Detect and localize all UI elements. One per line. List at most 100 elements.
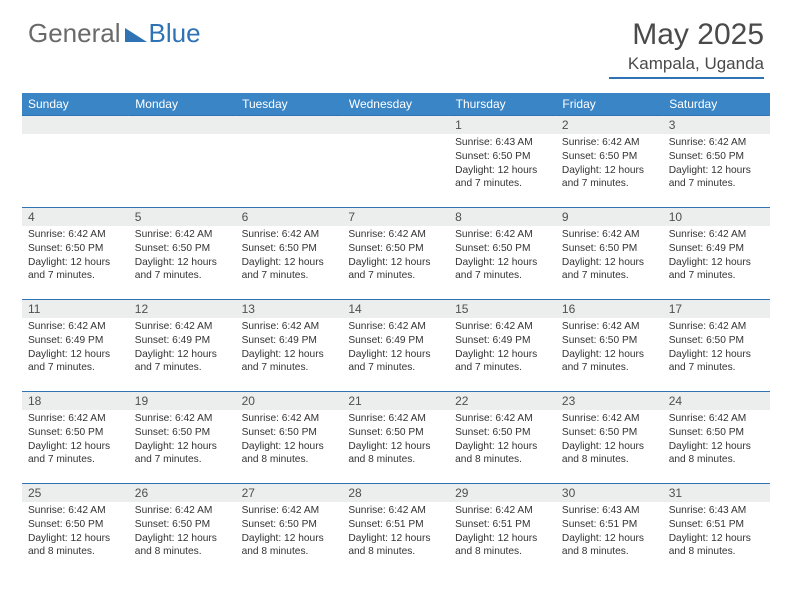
daylight-text: Daylight: 12 hours and 8 minutes. [669, 532, 764, 560]
calendar-cell: 21Sunrise: 6:42 AMSunset: 6:50 PMDayligh… [342, 392, 449, 484]
day-data: Sunrise: 6:42 AMSunset: 6:49 PMDaylight:… [129, 318, 236, 379]
day-number [129, 116, 236, 134]
calendar-cell [129, 116, 236, 208]
day-data: Sunrise: 6:42 AMSunset: 6:49 PMDaylight:… [663, 226, 770, 287]
sunset-text: Sunset: 6:49 PM [28, 334, 123, 348]
day-number: 17 [663, 300, 770, 318]
sunrise-text: Sunrise: 6:43 AM [669, 504, 764, 518]
day-data: Sunrise: 6:42 AMSunset: 6:51 PMDaylight:… [342, 502, 449, 563]
sunset-text: Sunset: 6:50 PM [562, 150, 657, 164]
location-text: Kampala, Uganda [609, 54, 764, 74]
calendar-cell [342, 116, 449, 208]
sunset-text: Sunset: 6:50 PM [135, 518, 230, 532]
day-number: 6 [236, 208, 343, 226]
sunset-text: Sunset: 6:49 PM [348, 334, 443, 348]
calendar-week: 11Sunrise: 6:42 AMSunset: 6:49 PMDayligh… [22, 300, 770, 392]
sunset-text: Sunset: 6:51 PM [669, 518, 764, 532]
day-data: Sunrise: 6:42 AMSunset: 6:50 PMDaylight:… [342, 410, 449, 471]
daylight-text: Daylight: 12 hours and 7 minutes. [348, 348, 443, 376]
calendar-cell: 20Sunrise: 6:42 AMSunset: 6:50 PMDayligh… [236, 392, 343, 484]
daylight-text: Daylight: 12 hours and 7 minutes. [28, 440, 123, 468]
day-number: 22 [449, 392, 556, 410]
day-data: Sunrise: 6:42 AMSunset: 6:50 PMDaylight:… [342, 226, 449, 287]
calendar-cell: 2Sunrise: 6:42 AMSunset: 6:50 PMDaylight… [556, 116, 663, 208]
calendar-cell: 24Sunrise: 6:42 AMSunset: 6:50 PMDayligh… [663, 392, 770, 484]
day-header: Saturday [663, 93, 770, 116]
title-block: May 2025 Kampala, Uganda [609, 18, 764, 79]
sunrise-text: Sunrise: 6:42 AM [242, 228, 337, 242]
sunrise-text: Sunrise: 6:43 AM [562, 504, 657, 518]
calendar-body: 1Sunrise: 6:43 AMSunset: 6:50 PMDaylight… [22, 116, 770, 568]
day-data: Sunrise: 6:43 AMSunset: 6:51 PMDaylight:… [663, 502, 770, 563]
calendar-cell: 3Sunrise: 6:42 AMSunset: 6:50 PMDaylight… [663, 116, 770, 208]
daylight-text: Daylight: 12 hours and 7 minutes. [562, 348, 657, 376]
day-data: Sunrise: 6:42 AMSunset: 6:50 PMDaylight:… [22, 502, 129, 563]
sunrise-text: Sunrise: 6:42 AM [455, 504, 550, 518]
sunrise-text: Sunrise: 6:42 AM [135, 504, 230, 518]
sunrise-text: Sunrise: 6:42 AM [135, 412, 230, 426]
sunrise-text: Sunrise: 6:42 AM [669, 320, 764, 334]
brand-part2: Blue [149, 18, 201, 49]
sunrise-text: Sunrise: 6:42 AM [348, 320, 443, 334]
calendar-cell: 6Sunrise: 6:42 AMSunset: 6:50 PMDaylight… [236, 208, 343, 300]
day-data: Sunrise: 6:42 AMSunset: 6:50 PMDaylight:… [236, 410, 343, 471]
day-data: Sunrise: 6:42 AMSunset: 6:49 PMDaylight:… [236, 318, 343, 379]
calendar-cell: 11Sunrise: 6:42 AMSunset: 6:49 PMDayligh… [22, 300, 129, 392]
day-data: Sunrise: 6:42 AMSunset: 6:50 PMDaylight:… [663, 318, 770, 379]
day-number: 8 [449, 208, 556, 226]
day-data: Sunrise: 6:42 AMSunset: 6:51 PMDaylight:… [449, 502, 556, 563]
daylight-text: Daylight: 12 hours and 8 minutes. [348, 532, 443, 560]
sunrise-text: Sunrise: 6:42 AM [28, 228, 123, 242]
day-number: 31 [663, 484, 770, 502]
sunrise-text: Sunrise: 6:42 AM [135, 320, 230, 334]
day-number: 26 [129, 484, 236, 502]
day-number: 30 [556, 484, 663, 502]
calendar-cell: 9Sunrise: 6:42 AMSunset: 6:50 PMDaylight… [556, 208, 663, 300]
sunset-text: Sunset: 6:50 PM [135, 426, 230, 440]
sunrise-text: Sunrise: 6:42 AM [562, 412, 657, 426]
daylight-text: Daylight: 12 hours and 8 minutes. [348, 440, 443, 468]
day-data: Sunrise: 6:42 AMSunset: 6:50 PMDaylight:… [449, 226, 556, 287]
page-header: General Blue May 2025 Kampala, Uganda [0, 0, 792, 87]
day-number: 3 [663, 116, 770, 134]
calendar-cell: 16Sunrise: 6:42 AMSunset: 6:50 PMDayligh… [556, 300, 663, 392]
day-data: Sunrise: 6:42 AMSunset: 6:50 PMDaylight:… [556, 410, 663, 471]
sunrise-text: Sunrise: 6:42 AM [455, 320, 550, 334]
day-header: Sunday [22, 93, 129, 116]
day-number [342, 116, 449, 134]
day-header: Wednesday [342, 93, 449, 116]
day-header: Tuesday [236, 93, 343, 116]
daylight-text: Daylight: 12 hours and 7 minutes. [242, 348, 337, 376]
sunrise-text: Sunrise: 6:42 AM [455, 412, 550, 426]
sunset-text: Sunset: 6:49 PM [669, 242, 764, 256]
daylight-text: Daylight: 12 hours and 7 minutes. [562, 164, 657, 192]
sunset-text: Sunset: 6:51 PM [562, 518, 657, 532]
day-number: 9 [556, 208, 663, 226]
sunrise-text: Sunrise: 6:42 AM [669, 228, 764, 242]
triangle-icon [125, 24, 147, 47]
sunrise-text: Sunrise: 6:42 AM [28, 412, 123, 426]
day-data [22, 134, 129, 140]
calendar-cell: 25Sunrise: 6:42 AMSunset: 6:50 PMDayligh… [22, 484, 129, 568]
daylight-text: Daylight: 12 hours and 8 minutes. [562, 440, 657, 468]
sunrise-text: Sunrise: 6:42 AM [242, 320, 337, 334]
calendar-table: Sunday Monday Tuesday Wednesday Thursday… [22, 93, 770, 568]
sunrise-text: Sunrise: 6:42 AM [242, 412, 337, 426]
day-number: 18 [22, 392, 129, 410]
day-number: 24 [663, 392, 770, 410]
daylight-text: Daylight: 12 hours and 7 minutes. [28, 348, 123, 376]
day-data: Sunrise: 6:42 AMSunset: 6:50 PMDaylight:… [236, 226, 343, 287]
daylight-text: Daylight: 12 hours and 7 minutes. [669, 164, 764, 192]
sunset-text: Sunset: 6:49 PM [242, 334, 337, 348]
calendar-cell: 7Sunrise: 6:42 AMSunset: 6:50 PMDaylight… [342, 208, 449, 300]
calendar-week: 18Sunrise: 6:42 AMSunset: 6:50 PMDayligh… [22, 392, 770, 484]
day-number: 11 [22, 300, 129, 318]
day-header-row: Sunday Monday Tuesday Wednesday Thursday… [22, 93, 770, 116]
day-data: Sunrise: 6:42 AMSunset: 6:50 PMDaylight:… [236, 502, 343, 563]
day-data: Sunrise: 6:42 AMSunset: 6:50 PMDaylight:… [556, 318, 663, 379]
day-number: 29 [449, 484, 556, 502]
day-number: 15 [449, 300, 556, 318]
sunset-text: Sunset: 6:50 PM [669, 334, 764, 348]
daylight-text: Daylight: 12 hours and 7 minutes. [135, 440, 230, 468]
daylight-text: Daylight: 12 hours and 7 minutes. [28, 256, 123, 284]
